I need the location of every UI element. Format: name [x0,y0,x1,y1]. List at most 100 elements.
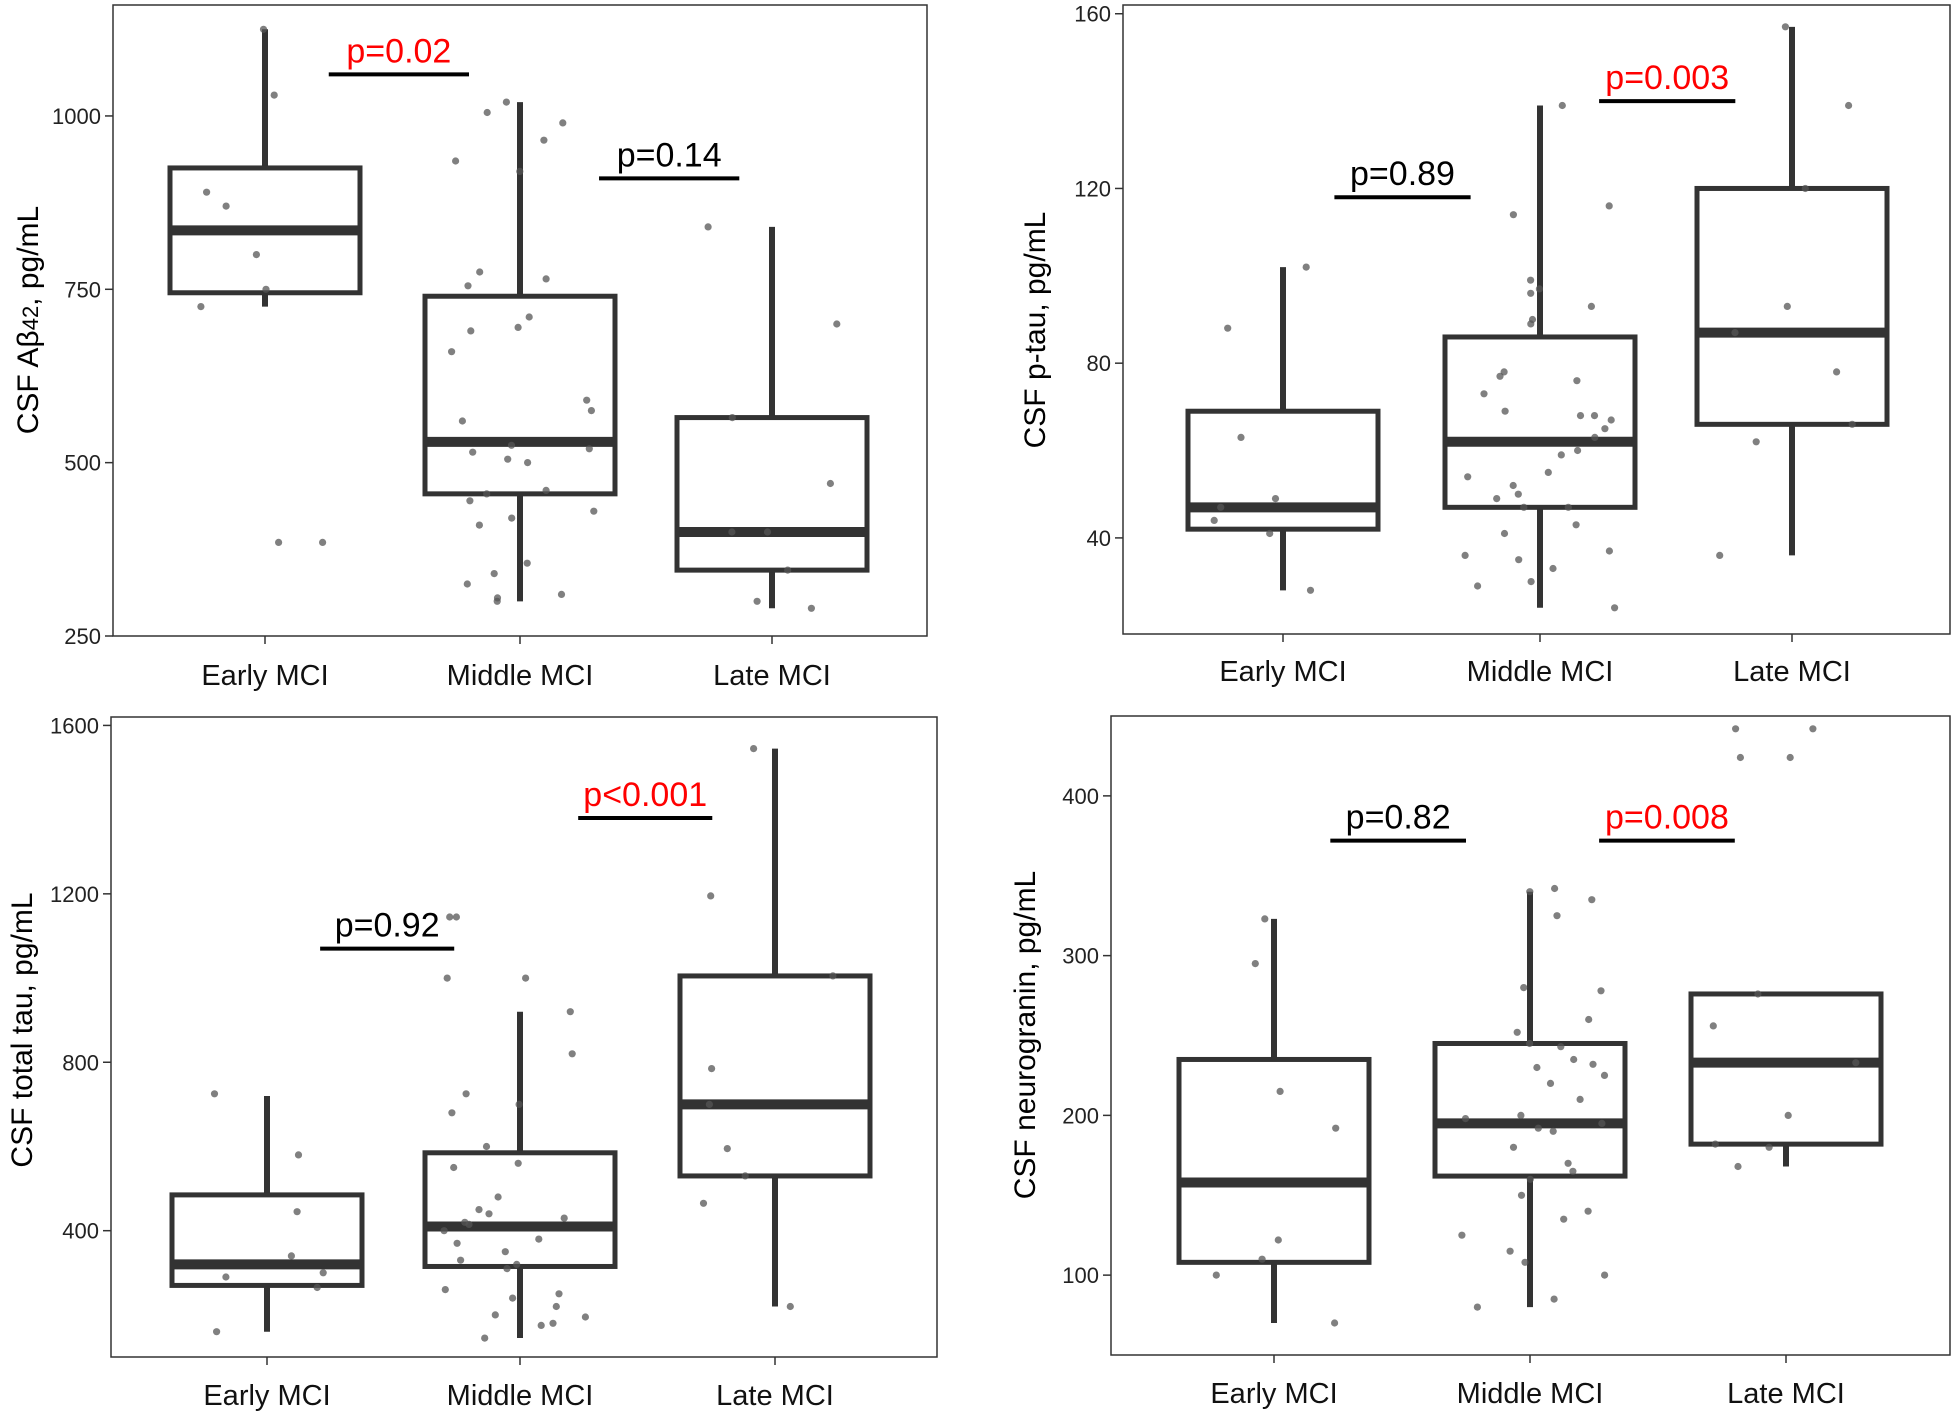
data-point [1501,407,1509,415]
data-point [493,597,501,605]
data-point [252,251,260,259]
data-point [1526,888,1534,896]
data-point [469,448,477,456]
data-point [560,1214,568,1222]
data-point [1783,302,1791,310]
p-value-label: p=0.14 [617,136,722,174]
data-point [483,108,491,117]
data-point [515,1100,523,1108]
data-point [1332,1124,1340,1132]
y-axis-title: CSF p-tau, pg/mL [1019,212,1052,449]
data-point [704,223,712,231]
data-point [1544,468,1552,476]
panel-3-frame [110,716,938,1358]
data-point [833,320,841,328]
p-value-label: p=0.82 [1346,799,1451,837]
y-tick-label: 120 [1074,176,1111,201]
data-point [1576,1095,1584,1103]
data-point [1266,529,1274,538]
data-point [1560,1215,1568,1223]
data-point [508,1294,517,1302]
data-point [1598,1119,1606,1127]
data-point [1210,516,1218,525]
data-point [504,455,512,463]
data-point [1258,1255,1266,1263]
data-point [1546,1079,1555,1087]
data-point [537,1321,545,1329]
data-point [1517,1111,1525,1119]
y-tick-label: 400 [1062,784,1099,809]
y-axis-title: CSF total tau, pg/mL [6,892,39,1167]
x-category-label: Early MCI [201,660,328,692]
data-point [1576,412,1585,420]
data-point [464,282,472,290]
data-point [753,597,761,605]
data-point [829,972,837,980]
y-tick-label: 200 [1062,1103,1099,1128]
data-point [453,1239,461,1247]
data-point [210,1090,219,1098]
data-point [1590,412,1599,420]
data-point [1464,473,1472,481]
data-point [475,1206,483,1214]
data-point [1570,1055,1578,1064]
data-point [1833,368,1841,376]
data-point [542,486,550,494]
data-point [1515,556,1523,564]
x-category-label: Late MCI [1727,1378,1845,1410]
data-point [585,445,593,453]
data-point [557,590,566,599]
data-point [1527,320,1535,328]
data-point [1589,1060,1597,1068]
data-point [763,528,772,536]
data-point [501,1248,509,1256]
data-point [1527,289,1535,297]
data-point [723,1145,731,1153]
data-point [262,285,270,293]
data-point [587,407,596,415]
data-point [1848,420,1856,428]
data-point [1526,1039,1534,1048]
data-point [1276,1087,1284,1095]
y-tick-label: 250 [64,624,101,649]
data-point [1302,263,1310,271]
data-point [1845,101,1853,110]
y-tick-label: 1200 [50,882,99,907]
data-point [705,1100,714,1108]
data-point [203,188,211,196]
p-value-label: p=0.008 [1605,799,1729,837]
data-point [1605,547,1613,555]
data-point [1549,564,1557,573]
data-point [1549,1127,1557,1135]
data-point [728,528,736,536]
data-point [1473,1303,1481,1311]
data-point [525,313,533,321]
data-point [1611,604,1619,612]
x-category-label: Middle MCI [447,660,594,692]
data-point [1521,1258,1529,1266]
x-category-label: Late MCI [716,1380,834,1412]
data-point [440,1227,448,1235]
data-point [1574,446,1582,455]
data-point [1732,725,1740,733]
data-point [319,1269,327,1277]
data-point [1251,960,1259,968]
p-value-label: p<0.001 [583,776,707,814]
x-category-label: Early MCI [1219,656,1346,688]
data-point [481,1334,489,1342]
data-point [1458,1231,1466,1239]
data-point [786,1302,794,1311]
box-iqr [169,1192,365,1288]
data-point [699,1199,708,1207]
panel-2-frame [1122,4,1951,635]
data-point [1527,578,1535,586]
data-point [1605,202,1613,210]
data-point [1217,503,1225,511]
data-point [1551,884,1559,893]
y-tick-label: 40 [1087,526,1111,551]
data-point [508,514,516,522]
data-point [568,1050,576,1058]
data-point [1534,1124,1542,1132]
data-point [1306,586,1315,594]
